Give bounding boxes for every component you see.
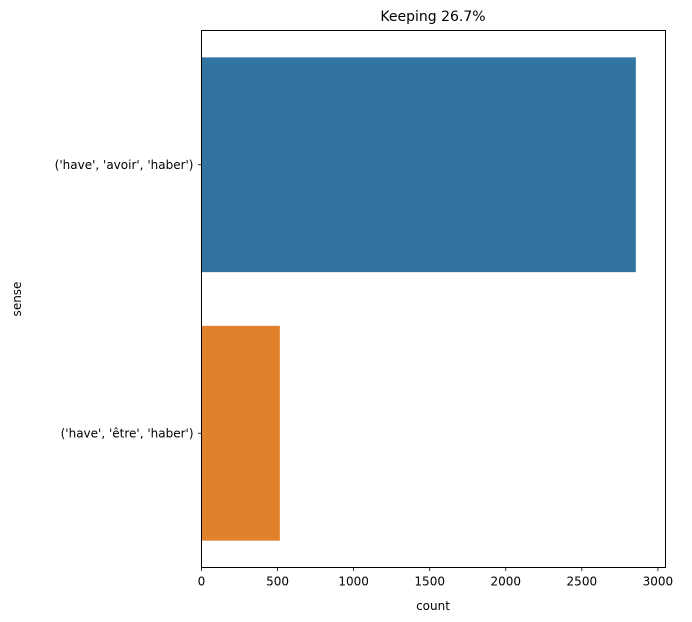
y-axis-label: sense	[10, 282, 24, 317]
x-tick-label: 0	[198, 575, 206, 589]
x-tick-label: 500	[266, 575, 289, 589]
bar-1	[201, 325, 280, 541]
x-tick-label: 3000	[643, 575, 674, 589]
bars-group	[201, 57, 636, 541]
bar-0	[201, 57, 636, 273]
x-tick-label: 2000	[490, 575, 521, 589]
plot-frame	[201, 30, 666, 568]
x-tick-label: 1500	[414, 575, 445, 589]
x-tick-label: 2500	[567, 575, 598, 589]
x-axis-ticks: 0 500 1000 1500 2000 2500 3000	[198, 567, 674, 589]
x-tick-label: 1000	[338, 575, 369, 589]
y-tick-label: ('have', 'être', 'haber')	[61, 426, 194, 440]
y-tick-label: ('have', 'avoir', 'haber')	[55, 158, 194, 172]
x-axis-label: count	[416, 599, 450, 613]
chart-title: Keeping 26.7%	[380, 9, 485, 25]
y-axis-ticks: ('have', 'avoir', 'haber') ('have', 'être…	[55, 158, 202, 440]
